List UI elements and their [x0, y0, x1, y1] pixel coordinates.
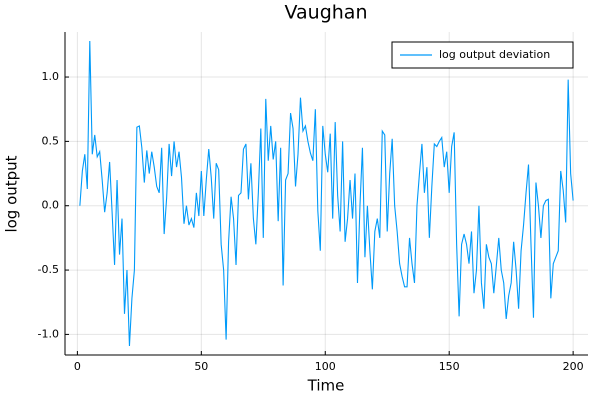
y-tick-label: -0.5	[38, 263, 59, 276]
x-tick-label: 100	[315, 360, 336, 373]
x-tick-label: 150	[439, 360, 460, 373]
y-axis-label: log output	[3, 155, 21, 232]
data-line	[79, 40, 574, 347]
y-tick-label: 0.0	[42, 199, 60, 212]
y-tick-label: 1.0	[42, 70, 60, 83]
x-tick-label: 0	[74, 360, 81, 373]
y-tick-label: -1.0	[38, 327, 59, 340]
y-tick-label: 0.5	[42, 134, 60, 147]
x-tick-label: 50	[194, 360, 208, 373]
x-tick-label: 200	[563, 360, 584, 373]
chart-title: Vaughan	[285, 2, 368, 24]
x-axis-label: Time	[307, 377, 345, 395]
legend-label: log output deviation	[439, 48, 550, 61]
